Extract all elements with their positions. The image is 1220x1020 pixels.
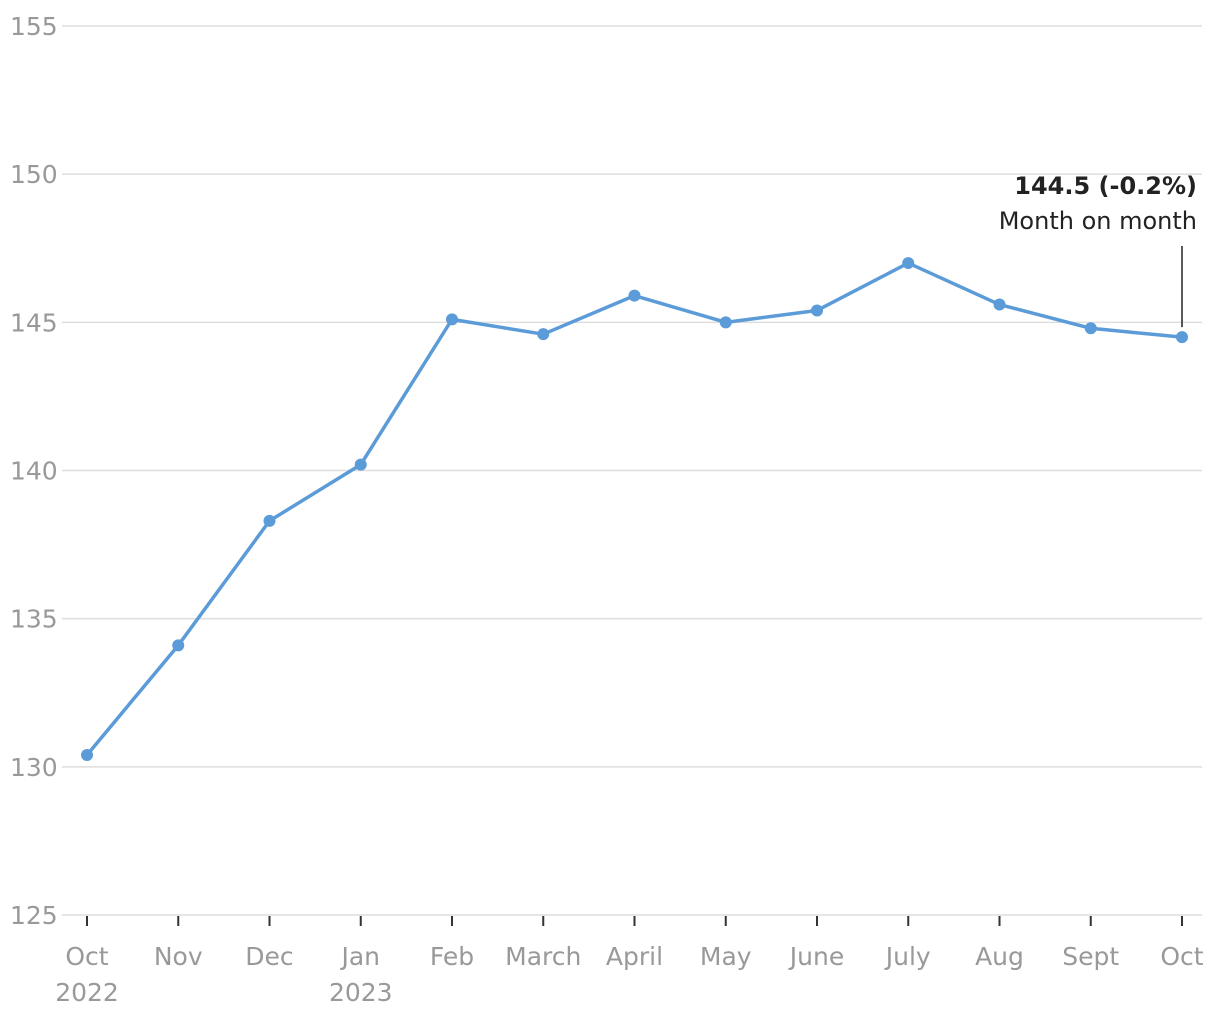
data-point <box>446 313 458 326</box>
data-point <box>902 257 915 270</box>
annotation-value: 144.5 (-0.2%) <box>1014 172 1197 200</box>
x-tick-label: Nov <box>154 942 203 971</box>
data-point <box>354 458 367 471</box>
data-point <box>81 748 93 761</box>
x-tick-label: March <box>505 942 581 971</box>
data-point <box>1084 322 1097 335</box>
x-tick-label: Oct 2022 <box>55 942 119 1007</box>
x-tick-label: Sept <box>1062 942 1119 971</box>
x-tick-label: May <box>700 942 752 971</box>
y-tick-label: 155 <box>10 12 58 41</box>
x-tick-label: Aug <box>975 942 1024 971</box>
y-tick-label: 135 <box>10 605 58 634</box>
data-point <box>993 298 1006 311</box>
x-tick-label: Feb <box>430 942 474 971</box>
x-tick-label: Oct <box>1160 942 1203 971</box>
x-tick-label: Jan 2023 <box>329 942 393 1007</box>
y-tick-label: 150 <box>10 160 58 189</box>
x-tick-label: April <box>606 942 663 971</box>
y-tick-label: 125 <box>10 901 58 930</box>
x-tick-label: Dec <box>245 942 293 971</box>
x-tick-label: June <box>788 942 844 971</box>
annotation-text: Month on month <box>999 207 1197 235</box>
x-tick-label: July <box>884 942 931 971</box>
y-tick-label: 140 <box>10 457 58 486</box>
y-tick-label: 130 <box>10 753 58 782</box>
data-point <box>719 316 732 329</box>
data-point <box>811 304 823 317</box>
y-tick-label: 145 <box>10 308 58 337</box>
data-point <box>263 514 276 527</box>
data-point <box>172 639 185 652</box>
series-line <box>85 261 1183 757</box>
data-point <box>537 328 550 341</box>
data-point <box>628 289 641 302</box>
data-point <box>1176 331 1188 344</box>
